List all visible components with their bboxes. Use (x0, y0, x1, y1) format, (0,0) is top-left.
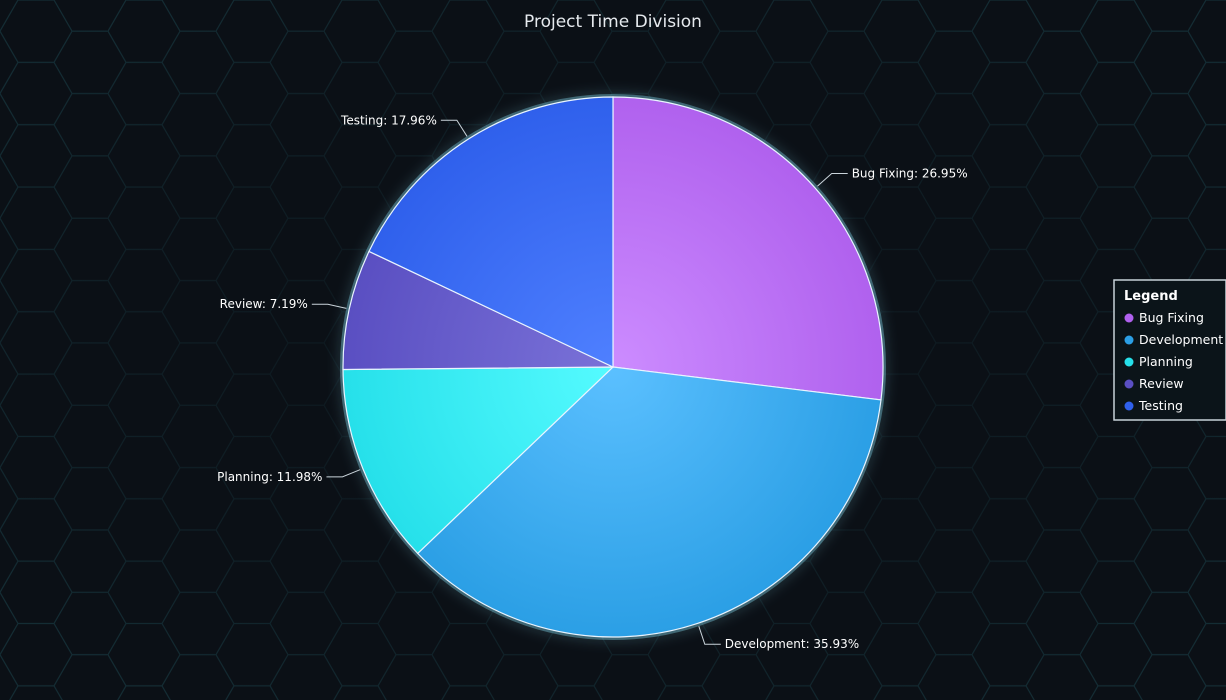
legend-label-bug-fixing[interactable]: Bug Fixing (1139, 310, 1204, 325)
leader-line-review (311, 303, 347, 309)
slice-label-planning: Planning: 11.98% (217, 470, 322, 484)
legend-swatch-testing (1124, 401, 1134, 411)
legend-swatch-development (1124, 335, 1134, 345)
pie-slice-review[interactable] (342, 250, 614, 371)
legend-label-review[interactable]: Review (1139, 376, 1184, 391)
pie-slice-development[interactable] (416, 366, 882, 638)
pie-slice-planning[interactable] (342, 366, 615, 555)
legend-title: Legend (1124, 289, 1178, 304)
leader-line-planning (326, 469, 361, 478)
leader-line-testing (440, 119, 468, 137)
slice-label-development: Development: 35.93% (725, 637, 859, 651)
slice-label-testing: Testing: 17.96% (340, 113, 437, 127)
leader-line-development (698, 626, 721, 645)
legend-label-testing[interactable]: Testing (1138, 398, 1183, 413)
legend-swatch-bug-fixing (1124, 313, 1134, 323)
legend-label-planning[interactable]: Planning (1139, 354, 1193, 369)
leader-line-bug-fixing (817, 173, 848, 187)
pie-slice-testing[interactable] (368, 96, 614, 368)
pie-glow-ring (340, 94, 886, 640)
slice-labels: Bug Fixing: 26.95% Development: 35.93% Pla… (217, 113, 967, 651)
chart-title: Project Time Division (524, 12, 702, 32)
slice-label-bug-fixing: Bug Fixing: 26.95% (852, 167, 968, 181)
legend-label-development[interactable]: Development (1139, 332, 1223, 347)
slice-label-review: Review: 7.19% (220, 297, 308, 311)
legend-items: Bug Fixing Development Planning Review Testi… (1124, 310, 1223, 413)
legend-box (1113, 279, 1226, 421)
legend: Legend Bug Fixing Development Planning Revi… (1113, 279, 1226, 421)
pie-slice-bug-fixing[interactable] (612, 96, 884, 401)
legend-swatch-planning (1124, 357, 1134, 367)
legend-swatch-review (1124, 379, 1134, 389)
pie-slices (342, 96, 884, 638)
